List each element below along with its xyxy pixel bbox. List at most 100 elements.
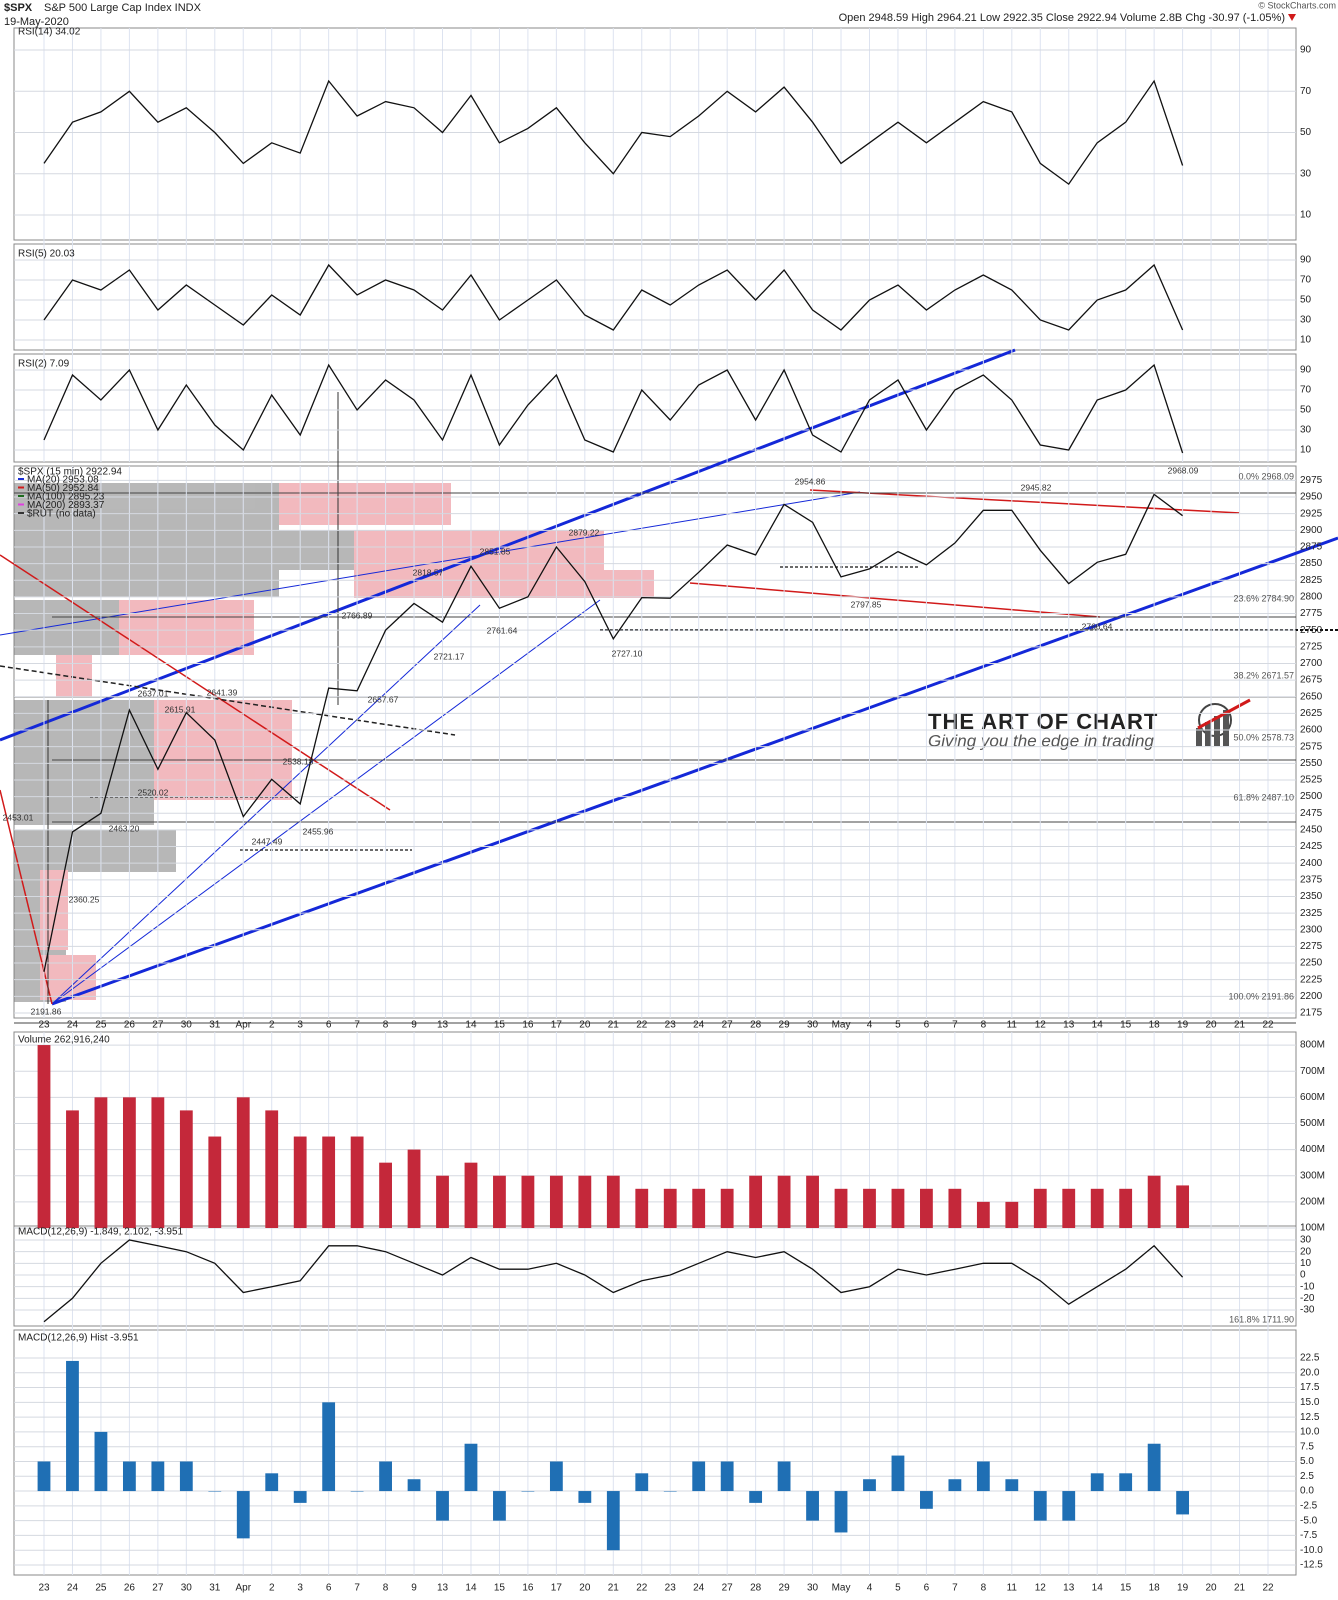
bar [1147, 1443, 1161, 1492]
bar [806, 1491, 819, 1521]
y-tick-label: 50 [1300, 405, 1312, 416]
legend-swatch [18, 503, 24, 506]
y-tick-label: -7.5 [1300, 1530, 1318, 1541]
symbol-name: S&P 500 Large Cap Index INDX [44, 2, 202, 14]
bar [151, 1097, 165, 1228]
x-tick-label: 14 [465, 1020, 477, 1031]
x-tick-label: 31 [209, 1020, 221, 1031]
bar [151, 1461, 165, 1492]
panel-title: MACD(12,26,9) Hist -3.951 [18, 1333, 139, 1344]
x-tick-label: 3 [297, 1020, 303, 1031]
bar [1090, 1188, 1104, 1228]
bar [322, 1136, 336, 1228]
price-annotation: 2657.67 [368, 694, 399, 704]
x-tick-label: 7 [952, 1583, 958, 1594]
y-tick-label: 2450 [1300, 825, 1323, 836]
x-tick-label: 4 [867, 1583, 873, 1594]
x-tick-label: 30 [181, 1020, 193, 1031]
y-tick-label: 2775 [1300, 608, 1323, 619]
x-tick-label: 15 [494, 1583, 506, 1594]
bar [777, 1461, 791, 1492]
x-tick-label: 19 [1177, 1583, 1189, 1594]
bar [1062, 1188, 1076, 1228]
x-tick-label: 16 [522, 1020, 534, 1031]
bar [407, 1479, 421, 1492]
legend-label: MA(100) 2895.23 [27, 492, 105, 503]
price-annotation: 2954.86 [795, 476, 826, 486]
bar [236, 1097, 250, 1228]
x-tick-label: 13 [437, 1583, 449, 1594]
bar [293, 1491, 307, 1503]
y-tick-label: 2325 [1300, 908, 1323, 919]
x-tick-label: 27 [152, 1583, 164, 1594]
fib-label: 61.8% 2487.10 [1233, 792, 1294, 802]
x-tick-label: 6 [924, 1020, 930, 1031]
x-tick-label: 7 [952, 1020, 958, 1031]
y-tick-label: -5.0 [1300, 1515, 1318, 1526]
x-tick-label: 20 [1206, 1020, 1218, 1031]
bar [350, 1136, 364, 1228]
bar [976, 1461, 990, 1492]
bar [920, 1188, 933, 1228]
x-tick-label: 21 [608, 1020, 620, 1031]
bar [863, 1188, 876, 1228]
y-tick-label: 30 [1300, 1235, 1312, 1246]
fib-label: 161.8% 1711.90 [1229, 1314, 1294, 1324]
price-annotation: 2797.85 [851, 599, 882, 609]
x-tick-label: 29 [779, 1020, 791, 1031]
y-tick-label: 20.0 [1300, 1367, 1320, 1378]
x-tick-label: 22 [636, 1020, 648, 1031]
y-tick-label: 2225 [1300, 974, 1323, 985]
legend-label: MA(50) 2952.84 [27, 483, 99, 494]
bar [521, 1491, 535, 1492]
panel-title: Volume 262,916,240 [18, 1035, 110, 1046]
y-tick-label: 7.5 [1300, 1441, 1314, 1452]
x-tick-label: 2 [269, 1020, 275, 1031]
x-tick-label: 9 [411, 1583, 417, 1594]
bar [94, 1431, 108, 1492]
x-tick-label: 4 [867, 1020, 873, 1031]
y-tick-label: 2200 [1300, 991, 1323, 1002]
x-tick-label: 11 [1007, 1583, 1018, 1594]
x-tick-label: 16 [522, 1583, 534, 1594]
x-tick-label: Apr [235, 1020, 251, 1031]
price-annotation: 2766.64 [1082, 621, 1113, 631]
y-tick-label: 17.5 [1300, 1382, 1320, 1393]
price-annotation: 2360.25 [69, 894, 100, 904]
x-tick-label: 27 [722, 1583, 734, 1594]
bar [635, 1473, 649, 1492]
x-tick-label: 15 [1120, 1583, 1132, 1594]
x-tick-label: 31 [209, 1583, 221, 1594]
bar [122, 1097, 136, 1228]
bar [863, 1479, 876, 1492]
price-annotation: 2879.22 [569, 527, 600, 537]
price-annotation: 2641.39 [207, 687, 238, 697]
bar [834, 1188, 848, 1228]
x-tick-label: May [832, 1020, 851, 1031]
x-tick-label: 13 [1063, 1020, 1075, 1031]
x-tick-label: 11 [1007, 1020, 1018, 1031]
y-tick-label: 22.5 [1300, 1353, 1320, 1364]
price-annotation: 2761.64 [487, 625, 518, 635]
y-tick-label: 0 [1300, 1270, 1306, 1281]
x-tick-label: 20 [579, 1583, 591, 1594]
x-tick-label: 20 [579, 1020, 591, 1031]
bar [265, 1110, 279, 1228]
bar [436, 1491, 449, 1521]
x-tick-label: Apr [235, 1583, 251, 1594]
y-tick-label: 2300 [1300, 924, 1323, 935]
y-tick-label: 10.0 [1300, 1427, 1320, 1438]
y-tick-label: 10 [1300, 1258, 1312, 1269]
y-tick-label: 2725 [1300, 641, 1323, 652]
legend-swatch [18, 486, 24, 489]
x-tick-label: 18 [1149, 1583, 1161, 1594]
volume-profile [14, 483, 654, 1002]
x-tick-label: 14 [465, 1583, 477, 1594]
y-tick-label: 2175 [1300, 1008, 1323, 1019]
x-tick-label: 9 [411, 1020, 417, 1031]
x-tick-label: 26 [124, 1020, 136, 1031]
y-tick-label: -10.0 [1300, 1545, 1323, 1556]
bar [1005, 1201, 1019, 1228]
y-tick-label: 70 [1300, 275, 1312, 286]
y-tick-label: 2825 [1300, 575, 1323, 586]
